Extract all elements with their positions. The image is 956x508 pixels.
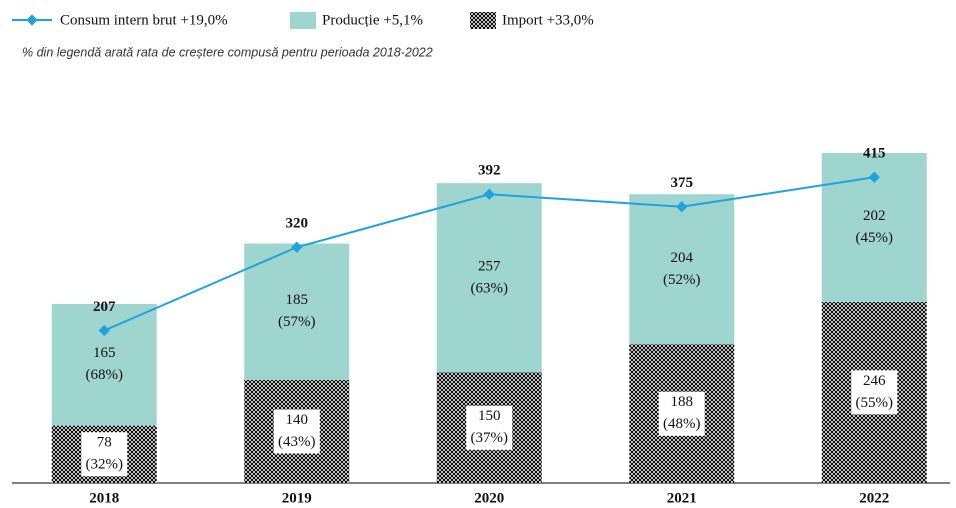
label-bg	[466, 405, 513, 450]
value-label: 204	[671, 250, 694, 266]
percent-label: (52%)	[663, 272, 701, 288]
x-tick-label: 2020	[474, 490, 504, 506]
line-marker	[291, 241, 303, 253]
percent-label: (45%)	[856, 230, 894, 246]
percent-label: (57%)	[278, 314, 316, 330]
label-bg	[851, 370, 898, 415]
bar-segment	[244, 243, 350, 380]
total-label: 375	[671, 175, 694, 191]
total-label: 207	[93, 299, 116, 315]
percent-label: (48%)	[663, 416, 701, 432]
total-label: 320	[286, 216, 309, 232]
percent-label: (68%)	[86, 367, 124, 383]
percent-label: (37%)	[471, 430, 509, 446]
line-marker	[676, 201, 688, 213]
legend-swatch	[290, 12, 316, 29]
percent-label: (63%)	[471, 280, 509, 296]
value-label: 257	[478, 258, 501, 274]
bar-segment	[629, 194, 735, 345]
subtitle: % din legendă arată rata de creștere com…	[22, 45, 433, 59]
value-label: 188	[671, 394, 694, 410]
line-marker	[868, 171, 880, 183]
bar-segment	[436, 183, 542, 373]
legend-label: Consum intern brut +19,0%	[60, 12, 228, 28]
label-bg	[273, 409, 320, 454]
percent-label: (32%)	[86, 457, 124, 473]
value-label: 246	[863, 373, 886, 389]
value-label: 165	[93, 345, 116, 361]
x-tick-label: 2021	[667, 490, 697, 506]
percent-label: (43%)	[278, 434, 316, 450]
label-bg	[658, 391, 705, 436]
label-bg	[81, 432, 128, 477]
legend-label: Producție +5,1%	[322, 12, 423, 28]
x-tick-label: 2022	[859, 490, 889, 506]
value-label: 202	[863, 208, 886, 224]
value-label: 150	[478, 408, 501, 424]
total-label: 392	[478, 163, 501, 179]
legend-marker	[26, 14, 38, 26]
value-label: 78	[97, 435, 112, 451]
value-label: 140	[286, 412, 309, 428]
percent-label: (55%)	[856, 395, 894, 411]
legend-label: Import +33,0%	[502, 12, 594, 28]
line-marker	[483, 188, 495, 200]
legend-swatch	[470, 12, 496, 29]
value-label: 185	[286, 292, 309, 308]
x-tick-label: 2018	[89, 490, 119, 506]
bar-segment	[51, 303, 157, 426]
x-tick-label: 2019	[282, 490, 312, 506]
total-label: 415	[863, 146, 886, 162]
